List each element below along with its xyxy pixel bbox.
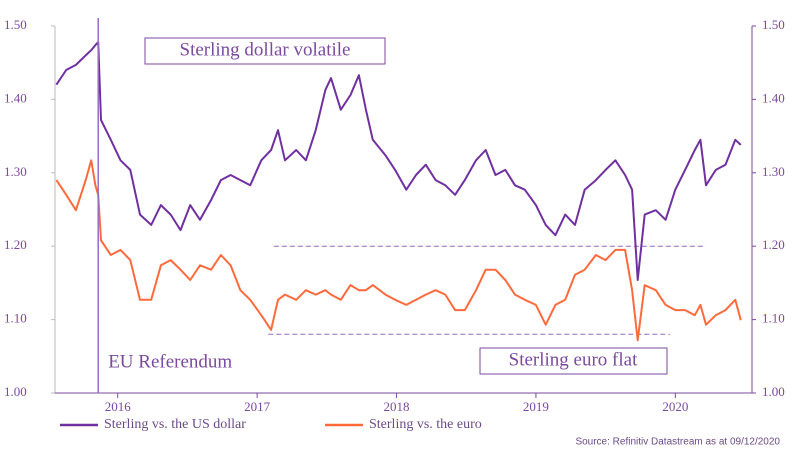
y-tick-label: 1.30 xyxy=(4,164,27,179)
y2-tick-label: 1.40 xyxy=(762,90,785,105)
legend-label: Sterling vs. the US dollar xyxy=(104,417,246,432)
series-line xyxy=(55,159,742,342)
x-tick-label: 2019 xyxy=(523,399,549,414)
event-label: EU Referendum xyxy=(108,351,232,372)
y-tick-label: 1.40 xyxy=(4,90,27,105)
y2-tick-label: 1.50 xyxy=(762,17,785,32)
series-line xyxy=(55,41,742,281)
annotation: Sterling dollar volatile xyxy=(180,39,351,60)
x-tick-label: 2017 xyxy=(244,399,271,414)
x-tick-label: 2020 xyxy=(662,399,688,414)
legend-label: Sterling vs. the euro xyxy=(369,417,482,432)
y-tick-label: 1.00 xyxy=(4,384,27,399)
y2-tick-label: 1.30 xyxy=(762,164,785,179)
y2-tick-label: 1.00 xyxy=(762,384,785,399)
y2-tick-label: 1.10 xyxy=(762,311,785,326)
annotation-box xyxy=(479,347,668,375)
source: Source: Refinitiv Datastream as at 09/12… xyxy=(575,437,780,448)
x-tick-label: 2018 xyxy=(384,399,410,414)
y-tick-label: 1.20 xyxy=(4,237,27,252)
y-tick-label: 1.10 xyxy=(4,311,27,326)
y2-tick-label: 1.20 xyxy=(762,237,785,252)
y-tick-label: 1.50 xyxy=(4,17,27,32)
x-tick-label: 2016 xyxy=(105,399,132,414)
annotation-box xyxy=(144,37,386,65)
annotation: Sterling euro flat xyxy=(509,349,638,370)
